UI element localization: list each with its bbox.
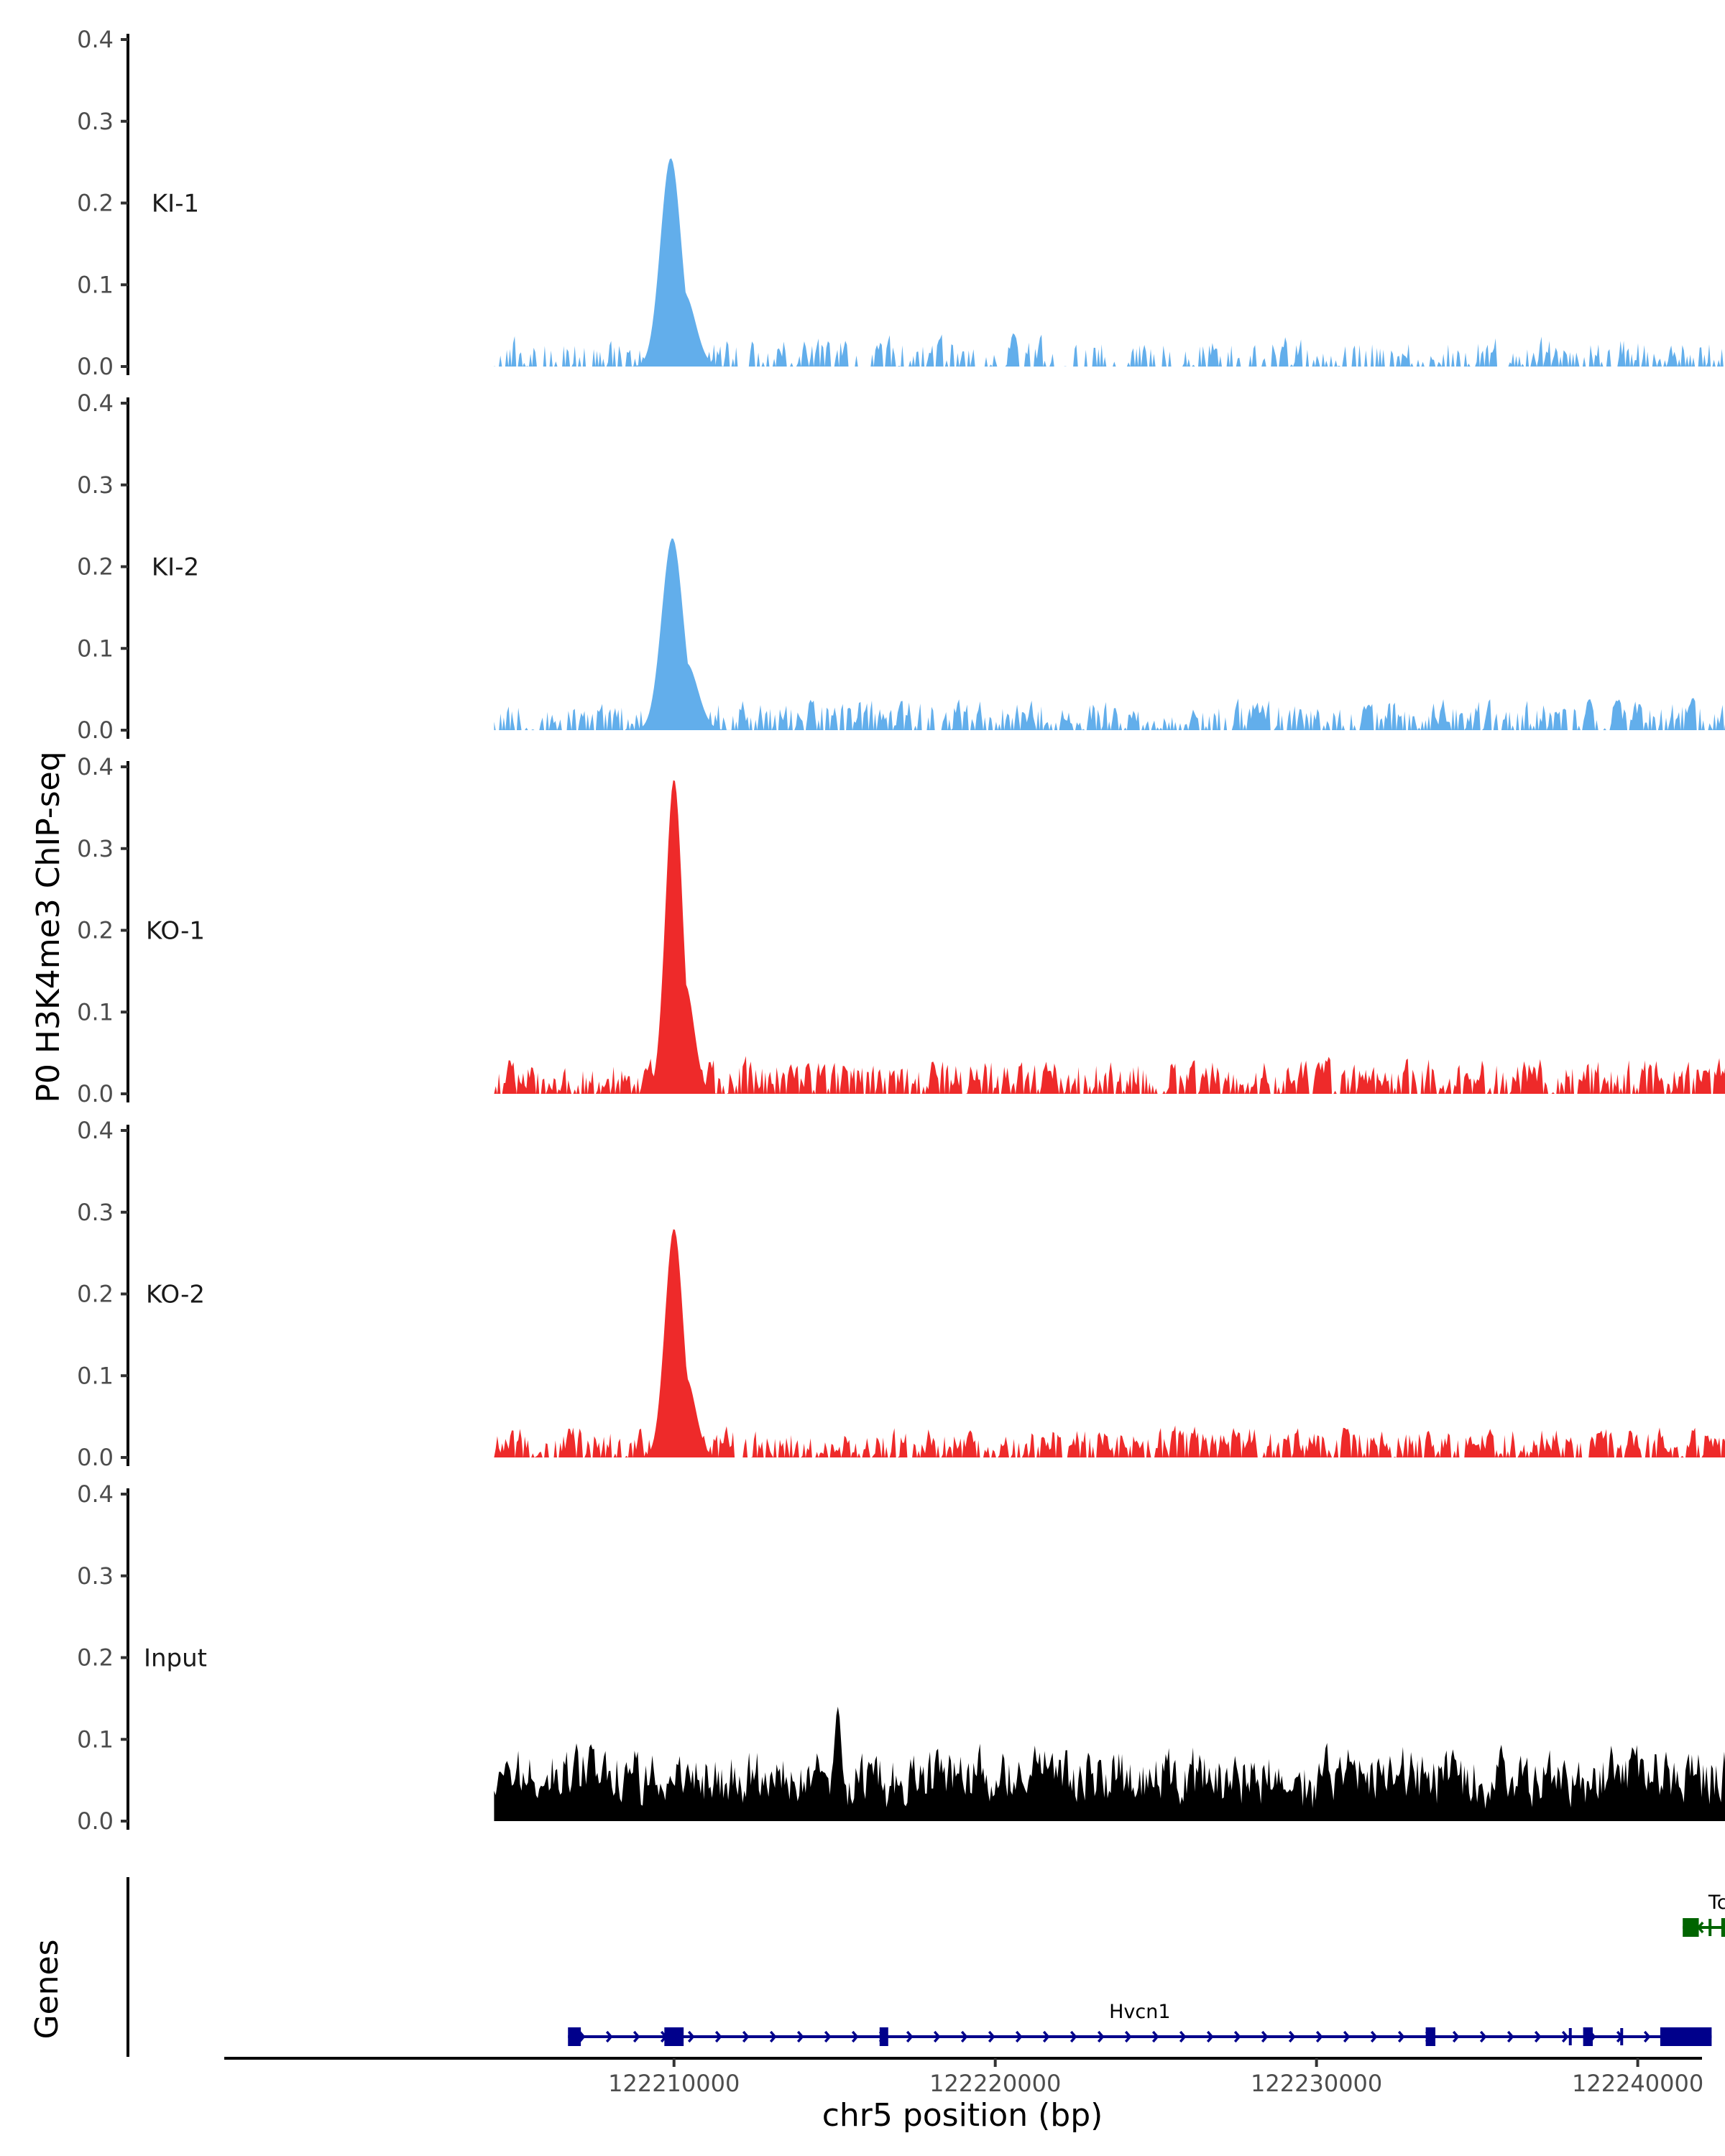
exon [1583,2027,1593,2046]
track-label: KO-1 [146,917,205,946]
y-tick-label: 0.2 [77,1644,114,1672]
strand-arrow [1534,2030,1542,2043]
y-tick-label: 0.4 [77,390,114,417]
track-label: KI-1 [152,190,199,218]
y-tick-label: 0.2 [77,553,114,581]
y-tick-label: 0.3 [77,108,114,135]
exon [1660,2027,1712,2046]
strand-arrow [933,2030,941,2043]
exon [664,2027,684,2046]
y-tick-label: 0.4 [77,753,114,780]
exon [1721,1918,1725,1937]
strand-arrow [1288,2030,1296,2043]
y-axis-title: P0 H3K4me3 ChIP-seq [30,751,67,1102]
strand-arrow [1397,2030,1405,2043]
track-ki-1: 0.0 0.1 0.2 0.3 0.4 KI-1 [77,26,1725,380]
strand-arrow [714,2030,722,2043]
strand-arrow [906,2030,914,2043]
strand-arrow [687,2030,695,2043]
signal-area [494,538,1725,730]
y-tick-label: 0.0 [77,1444,114,1471]
y-tick-label: 0.4 [77,26,114,53]
y-tick-label: 0.1 [77,635,114,662]
x-axis-title: chr5 position (bp) [822,2097,1103,2134]
y-tick-label: 0.2 [77,1281,114,1308]
gene-tctn1: Tctn1 [1683,1892,1725,1937]
y-tick-label: 0.3 [77,835,114,862]
y-tick-label: 0.1 [77,1362,114,1389]
signal-area [494,158,1725,367]
x-tick-label: 122220000 [929,2070,1061,2097]
gene-hvcn1: Hvcn1 [568,2001,1712,2046]
signal-area [494,780,1725,1094]
y-tick-label: 0.0 [77,1807,114,1835]
strand-arrow [769,2030,777,2043]
strand-arrow [988,2030,995,2043]
strand-arrow [960,2030,968,2043]
strand-arrow [1124,2030,1132,2043]
track-ko-2: 0.0 0.1 0.2 0.3 0.4 KO-2 [77,1117,1725,1471]
y-tick-label: 0.3 [77,1199,114,1226]
strand-arrow [742,2030,750,2043]
strand-arrow [1561,2030,1569,2043]
track-ki-2: 0.0 0.1 0.2 0.3 0.4 KI-2 [77,390,1725,744]
signal-area [494,1229,1725,1457]
strand-arrow [1179,2030,1187,2043]
strand-arrow [1261,2030,1269,2043]
x-axis: 122210000 122220000 122230000 122240000 [224,2057,1703,2097]
x-tick-label: 122240000 [1572,2070,1703,2097]
strand-arrow [1643,2030,1651,2043]
track-ko-1: 0.0 0.1 0.2 0.3 0.4 KO-1 [77,753,1725,1107]
track-label: KI-2 [152,553,199,582]
strand-arrow [1452,2030,1460,2043]
y-tick-label: 0.0 [77,717,114,744]
strand-arrow [632,2030,640,2043]
strand-arrow [1070,2030,1077,2043]
exon [1683,1918,1699,1937]
exon [1425,2027,1436,2046]
strand-arrow [1206,2030,1214,2043]
strand-arrow [824,2030,832,2043]
strand-arrow [1233,2030,1241,2043]
exon [879,2027,888,2046]
y-tick-label: 0.2 [77,190,114,217]
y-tick-label: 0.1 [77,998,114,1026]
strand-arrow [1151,2030,1159,2043]
y-tick-label: 0.0 [77,353,114,380]
y-tick-label: 0.1 [77,1726,114,1753]
strand-arrow [1097,2030,1105,2043]
strand-arrow [1506,2030,1514,2043]
strand-arrow [1015,2030,1023,2043]
x-tick-label: 122230000 [1251,2070,1382,2097]
strand-arrow [1315,2030,1323,2043]
y-tick-label: 0.4 [77,1117,114,1144]
strand-arrow [605,2030,613,2043]
y-tick-label: 0.3 [77,471,114,499]
strand-arrow [1042,2030,1050,2043]
signal-area [494,1706,1725,1821]
y-tick-label: 0.2 [77,917,114,944]
y-tick-label: 0.0 [77,1080,114,1107]
y-tick-label: 0.4 [77,1480,114,1508]
track-label: Input [144,1644,207,1673]
y-tick-label: 0.1 [77,271,114,298]
gene-name: Tctn1 [1708,1892,1725,1914]
strand-arrow [851,2030,859,2043]
x-tick-label: 122210000 [608,2070,740,2097]
genes-track-label: Genes [29,1939,65,2039]
tracks-layer: 0.00.10.20.30.4KI-10.00.10.20.30.4KI-20.… [77,26,1725,1835]
strand-arrow [1479,2030,1487,2043]
y-tick-label: 0.3 [77,1562,114,1590]
strand-arrow [796,2030,804,2043]
gene-name: Hvcn1 [1109,2001,1170,2023]
genes-layer: Hvcn1 Tctn1 [126,1877,1725,2057]
strand-arrow [1370,2030,1378,2043]
track-label: KO-2 [146,1281,205,1309]
exon [568,2027,581,2046]
strand-arrow [1343,2030,1351,2043]
track-input: 0.0 0.1 0.2 0.3 0.4 Input [77,1480,1725,1835]
strand-arrow [578,2030,586,2043]
